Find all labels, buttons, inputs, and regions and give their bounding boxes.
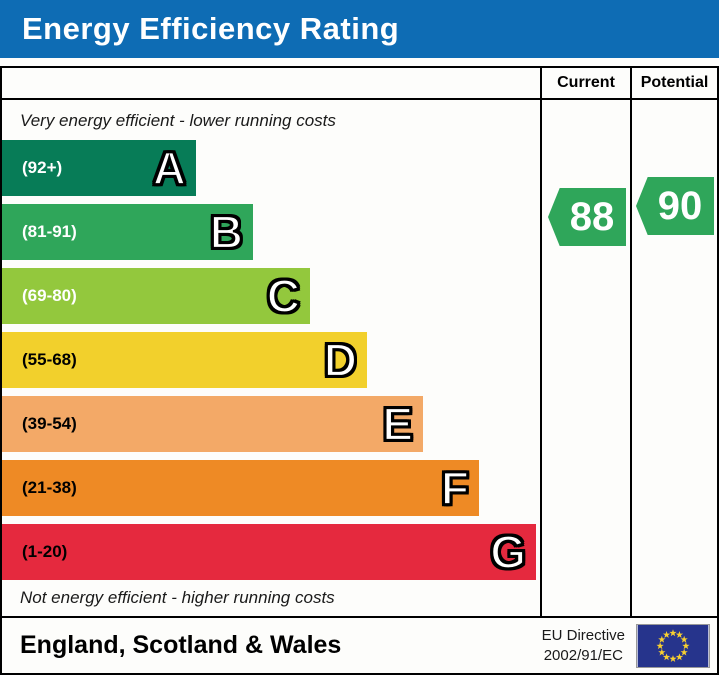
band-a: (92+) A (2, 140, 196, 196)
band-range: (39-54) (22, 414, 77, 433)
title-bar: Energy Efficiency Rating (0, 0, 719, 58)
eu-directive-label: EU Directive 2002/91/EC (542, 626, 625, 665)
band-e: (39-54) E (2, 396, 423, 452)
band-letter: F (440, 461, 470, 515)
band-letter: E (381, 397, 414, 451)
current-column-header: Current (540, 68, 630, 98)
bottom-note: Not energy efficient - higher running co… (20, 588, 335, 607)
band-range: (81-91) (22, 222, 77, 241)
page-title: Energy Efficiency Rating (22, 11, 400, 46)
band-letter: G (489, 525, 527, 579)
potential-rating-arrow: 90 (636, 177, 714, 235)
bands-area: Very energy efficient - lower running co… (2, 100, 540, 616)
potential-column-header: Potential (630, 68, 717, 98)
rating-table: Current Potential Very energy efficient … (0, 66, 719, 675)
table-header-row: Current Potential (2, 68, 717, 100)
band-letter: C (266, 269, 301, 323)
current-rating-cell: 88 (540, 100, 630, 616)
band-range: (21-38) (22, 478, 77, 497)
band-d: (55-68) D (2, 332, 367, 388)
eu-directive-line2: 2002/91/EC (543, 646, 623, 664)
eu-flag-icon (636, 623, 710, 668)
band-range: (1-20) (22, 542, 68, 561)
header-spacer-cell (2, 68, 540, 98)
band-g: (1-20) G (2, 524, 536, 580)
band-range: (69-80) (22, 286, 77, 305)
potential-rating-cell: 90 (630, 100, 717, 616)
eu-directive-line1: EU Directive (541, 627, 625, 644)
band-letter: B (209, 205, 244, 259)
top-note: Very energy efficient - lower running co… (20, 111, 336, 130)
region-label: England, Scotland & Wales (20, 631, 342, 659)
current-rating-value: 88 (569, 194, 615, 239)
chart-body-row: Very energy efficient - lower running co… (2, 100, 717, 618)
table-footer: England, Scotland & Wales EU Directive 2… (2, 618, 717, 673)
band-f: (21-38) F (2, 460, 479, 516)
band-list: (92+) A (81-91) B (69-80) C (55-68) D (2, 140, 540, 580)
band-b: (81-91) B (2, 204, 253, 260)
band-letter: D (323, 333, 358, 387)
band-letter: A (152, 141, 187, 195)
band-range: (55-68) (22, 350, 77, 369)
potential-rating-value: 90 (657, 183, 703, 228)
band-c: (69-80) C (2, 268, 310, 324)
current-rating-arrow: 88 (548, 188, 626, 246)
band-range: (92+) (22, 158, 63, 177)
